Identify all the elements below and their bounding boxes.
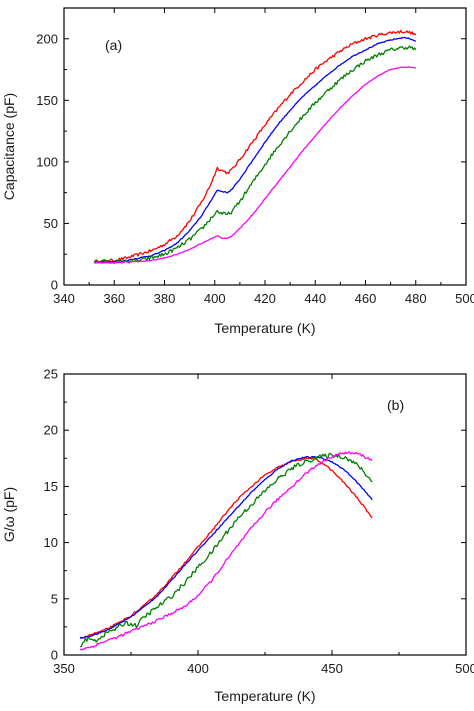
y-tick-label: 5 [51, 591, 58, 606]
series-line-1 [93, 29, 417, 264]
x-tick-label: 340 [53, 291, 75, 306]
series-line-2 [94, 36, 416, 263]
series-line-4 [79, 451, 373, 651]
y-tick-label: 100 [36, 154, 58, 169]
x-tick-label: 500 [455, 291, 474, 306]
panel-label: (a) [105, 37, 122, 53]
x-tick-label: 420 [254, 291, 276, 306]
panel-label: (b) [387, 397, 404, 413]
plot-frame [63, 373, 467, 656]
x-tick-label: 350 [53, 661, 75, 676]
panel-b: 350 400 450 500 0 5 10 15 20 25 Temperature (K) G/ω… [1, 367, 474, 705]
x-tick-label: 400 [187, 661, 209, 676]
y-tick-label: 10 [44, 535, 58, 550]
panel-a: 340 360 380 400 420 440 460 480 500 0 50 100 150 200 T… [1, 7, 474, 336]
x-tick-label: 450 [321, 661, 343, 676]
x-axis-title: Temperature (K) [214, 320, 315, 336]
x-tick-label: 500 [455, 661, 474, 676]
plot-frame [63, 7, 467, 286]
y-tick-label: 150 [36, 93, 58, 108]
series-line-4 [93, 66, 417, 264]
x-tick-label: 360 [103, 291, 125, 306]
x-tick-label: 480 [405, 291, 427, 306]
y-tick-label: 15 [44, 479, 58, 494]
y-tick-label: 25 [44, 367, 58, 382]
series-line-1 [79, 456, 373, 639]
y-tick-label: 0 [51, 648, 58, 663]
y-tick-label: 20 [44, 423, 58, 438]
y-tick-label: 50 [44, 216, 58, 231]
series-line-3 [93, 45, 417, 265]
y-axis-title: G/ω (pF) [1, 487, 17, 542]
y-tick-label: 0 [51, 278, 58, 293]
x-axis-title: Temperature (K) [214, 688, 315, 704]
x-tick-label: 440 [304, 291, 326, 306]
y-tick-label: 200 [36, 31, 58, 46]
x-tick-label: 380 [154, 291, 176, 306]
x-tick-label: 460 [355, 291, 377, 306]
x-tick-label: 400 [204, 291, 226, 306]
series-line-3 [80, 452, 373, 648]
series-line-2 [79, 455, 373, 639]
y-axis-title: Capacitance (pF) [1, 93, 17, 200]
